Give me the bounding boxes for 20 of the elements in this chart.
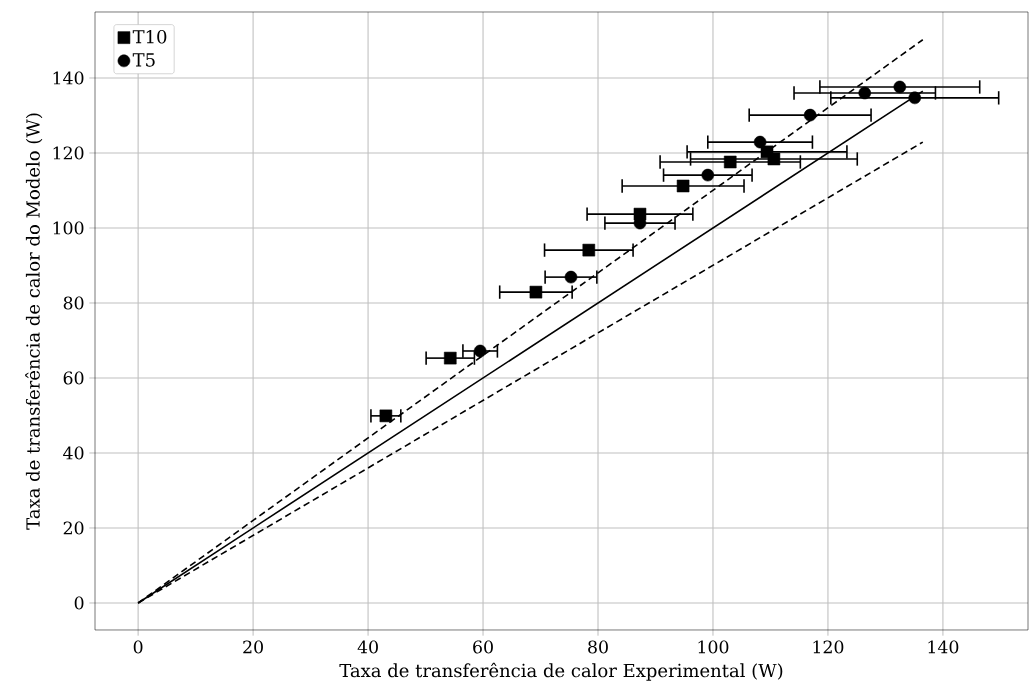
y-tick-label: 0 xyxy=(74,596,84,610)
x-tick-label: 120 xyxy=(813,640,844,654)
y-tick-label: 100 xyxy=(53,221,84,235)
y-tick-label: 120 xyxy=(53,146,84,160)
x-tick-label: 40 xyxy=(357,640,378,654)
y-tick-label: 40 xyxy=(63,446,84,460)
x-tick-label: 0 xyxy=(133,640,143,654)
legend-label: T10 xyxy=(132,29,167,44)
legend-label: T5 xyxy=(132,53,155,67)
y-tick-label: 140 xyxy=(53,71,84,85)
y-tick-label: 60 xyxy=(63,371,84,385)
y-axis-title: Taxa de transferência de calor do Modelo (W) xyxy=(25,113,43,530)
y-tick-label: 80 xyxy=(63,296,84,310)
x-tick-label: 100 xyxy=(698,640,729,654)
y-tick-label: 20 xyxy=(63,521,84,535)
x-tick-label: 60 xyxy=(473,640,493,654)
x-axis-title: Taxa de transferência de calor Experimental (W) xyxy=(339,662,783,681)
x-tick-label: 140 xyxy=(928,640,959,654)
x-tick-label: 20 xyxy=(243,640,263,654)
x-tick-label: 80 xyxy=(588,640,608,654)
